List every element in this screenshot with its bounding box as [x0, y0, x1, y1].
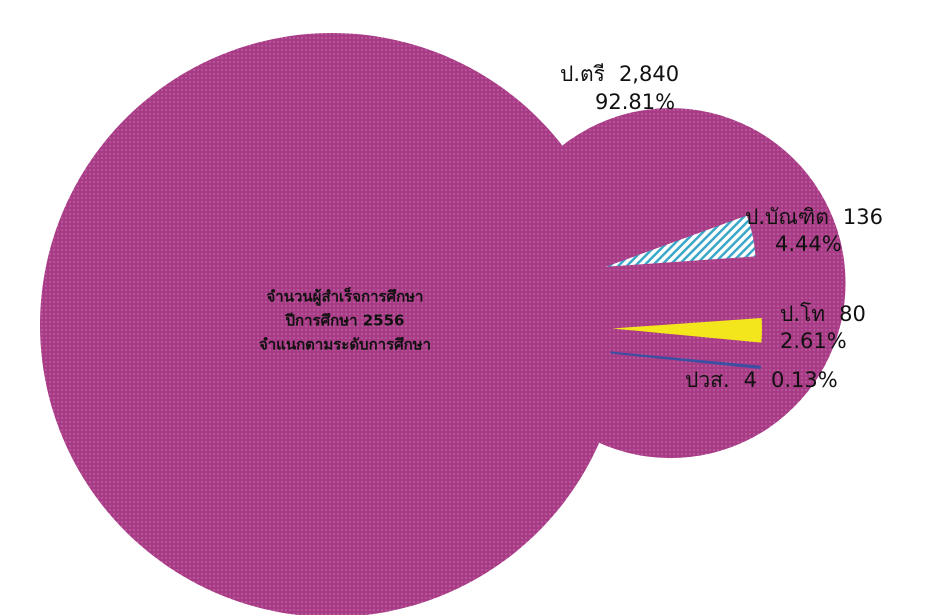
value-label: 2,840	[619, 62, 679, 86]
slice-label: ปวส. 4 0.13%	[685, 368, 838, 392]
percent-label: 92.81%	[595, 90, 675, 114]
label-part: ปวส.	[685, 368, 730, 392]
value-label: 80	[839, 302, 866, 326]
donut-slice	[605, 215, 756, 267]
center-title: จำแนกตามระดับการศึกษา	[259, 336, 431, 354]
label-part: 4	[744, 368, 757, 392]
category: ป.โท	[780, 302, 825, 326]
donut-slice	[40, 33, 846, 615]
category: ป.บัณฑิต	[745, 205, 829, 229]
center-title: จำนวนผู้สำเร็จการศึกษา	[267, 287, 424, 307]
percent-label: 4.44%	[775, 232, 842, 256]
donut-slice	[611, 317, 762, 343]
slice-label: ป.ตรี 2,840	[560, 62, 679, 86]
percent-label: 2.61%	[780, 329, 847, 353]
center-title: ปีการศึกษา 2556	[285, 312, 405, 330]
slice-label: ป.โท 80	[780, 302, 866, 326]
donut-slice	[610, 351, 762, 370]
value-label: 136	[843, 205, 883, 229]
label-part: 0.13%	[771, 368, 838, 392]
category: ป.ตรี	[560, 62, 605, 86]
slice-label: ป.บัณฑิต 136	[745, 205, 883, 229]
